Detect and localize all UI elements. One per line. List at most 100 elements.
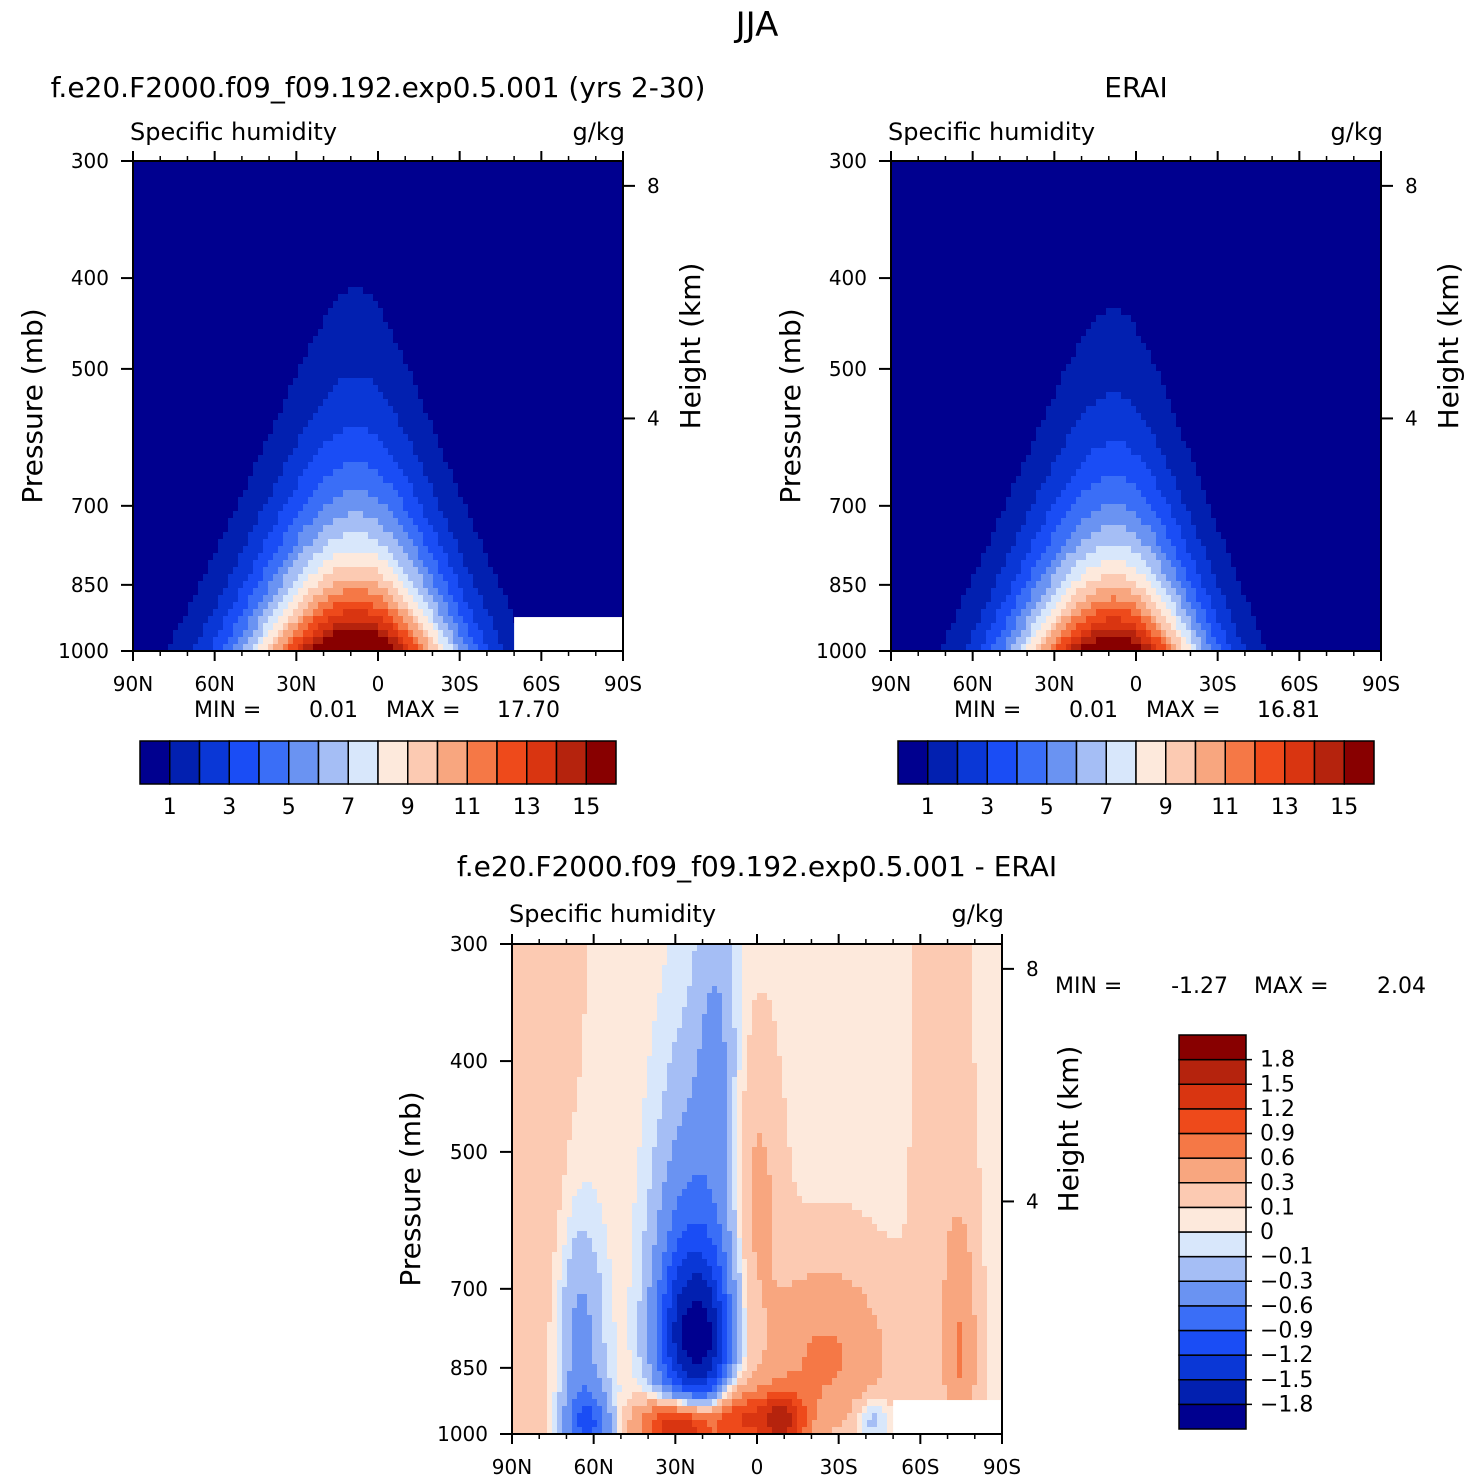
heatmap-cell xyxy=(533,504,539,512)
heatmap-cell xyxy=(158,266,164,274)
heatmap-cell xyxy=(163,308,169,316)
heatmap-cell xyxy=(218,252,224,260)
heatmap-cell xyxy=(228,259,234,267)
heatmap-cell xyxy=(168,350,174,358)
heatmap-cell xyxy=(343,280,349,288)
heatmap-cell xyxy=(538,343,544,351)
heatmap-cell xyxy=(458,476,464,484)
heatmap-cell xyxy=(368,266,374,274)
heatmap-cell xyxy=(423,350,429,358)
heatmap-cell xyxy=(538,469,544,477)
heatmap-cell xyxy=(428,385,434,393)
heatmap-cell xyxy=(368,189,374,197)
heatmap-cell xyxy=(438,231,444,239)
heatmap-cell xyxy=(613,343,619,351)
heatmap-cell xyxy=(198,259,204,267)
heatmap-cell xyxy=(198,455,204,463)
heatmap-cell xyxy=(428,469,434,477)
heatmap-cell xyxy=(178,350,184,358)
heatmap-cell xyxy=(148,413,154,421)
heatmap-cell xyxy=(218,490,224,498)
heatmap-cell xyxy=(483,245,489,253)
heatmap-cell xyxy=(553,245,559,253)
heatmap-cell xyxy=(153,217,159,225)
heatmap-cell xyxy=(613,371,619,379)
heatmap-cell xyxy=(448,427,454,435)
heatmap-cell xyxy=(138,294,144,302)
heatmap-cell xyxy=(263,266,269,274)
heatmap-cell xyxy=(253,322,259,330)
heatmap-cell xyxy=(243,371,249,379)
heatmap-cell xyxy=(278,196,284,204)
heatmap-cell xyxy=(148,329,154,337)
heatmap-cell xyxy=(448,196,454,204)
heatmap-cell xyxy=(553,483,559,491)
heatmap-cell xyxy=(483,329,489,337)
heatmap-cell xyxy=(608,462,614,470)
heatmap-cell xyxy=(473,301,479,309)
heatmap-cell xyxy=(288,427,294,435)
heatmap-cell xyxy=(203,238,209,246)
heatmap-cell xyxy=(478,378,484,386)
heatmap-cell xyxy=(178,378,184,386)
heatmap-cell xyxy=(178,294,184,302)
heatmap-cell xyxy=(403,441,409,449)
heatmap-cell xyxy=(478,259,484,267)
heatmap-cell xyxy=(383,448,389,456)
heatmap-cell xyxy=(383,280,389,288)
heatmap-cell xyxy=(328,455,334,463)
heatmap-cell xyxy=(613,238,619,246)
heatmap-cell xyxy=(378,203,384,211)
heatmap-cell xyxy=(613,364,619,372)
heatmap-cell xyxy=(448,161,454,169)
heatmap-cell xyxy=(518,266,524,274)
heatmap-cell xyxy=(433,231,439,239)
heatmap-cell xyxy=(278,245,284,253)
heatmap-cell xyxy=(148,238,154,246)
heatmap-cell xyxy=(163,364,169,372)
heatmap-cell xyxy=(473,497,479,505)
heatmap-cell xyxy=(218,504,224,512)
heatmap-cell xyxy=(263,231,269,239)
heatmap-cell xyxy=(148,364,154,372)
heatmap-cell xyxy=(383,364,389,372)
heatmap-cell xyxy=(233,357,239,365)
heatmap-cell xyxy=(533,413,539,421)
heatmap-cell xyxy=(368,434,374,442)
heatmap-cell xyxy=(318,406,324,414)
heatmap-cell xyxy=(278,364,284,372)
heatmap-cell xyxy=(298,406,304,414)
heatmap-cell xyxy=(228,392,234,400)
heatmap-cell xyxy=(268,497,274,505)
heatmap-cell xyxy=(218,259,224,267)
heatmap-cell xyxy=(343,189,349,197)
heatmap-cell xyxy=(553,469,559,477)
heatmap-cell xyxy=(283,161,289,169)
heatmap-cell xyxy=(518,371,524,379)
heatmap-cell xyxy=(328,196,334,204)
heatmap-cell xyxy=(468,462,474,470)
heatmap-cell xyxy=(138,266,144,274)
heatmap-cell xyxy=(423,441,429,449)
heatmap-cell xyxy=(343,259,349,267)
heatmap-cell xyxy=(613,497,619,505)
heatmap-cell xyxy=(203,441,209,449)
heatmap-cell xyxy=(158,434,164,442)
heatmap-cell xyxy=(448,315,454,323)
heatmap-cell xyxy=(168,504,174,512)
heatmap-cell xyxy=(563,511,569,519)
heatmap-cell xyxy=(443,266,449,274)
heatmap-cell xyxy=(588,462,594,470)
heatmap-cell xyxy=(443,210,449,218)
heatmap-cell xyxy=(403,287,409,295)
heatmap-cell xyxy=(318,350,324,358)
heatmap-cell xyxy=(293,294,299,302)
heatmap-cell xyxy=(268,315,274,323)
heatmap-cell xyxy=(568,315,574,323)
heatmap-cell xyxy=(453,336,459,344)
heatmap-cell xyxy=(453,301,459,309)
heatmap-cell xyxy=(438,189,444,197)
heatmap-cell xyxy=(413,308,419,316)
heatmap-cell xyxy=(518,448,524,456)
heatmap-cell xyxy=(548,189,554,197)
